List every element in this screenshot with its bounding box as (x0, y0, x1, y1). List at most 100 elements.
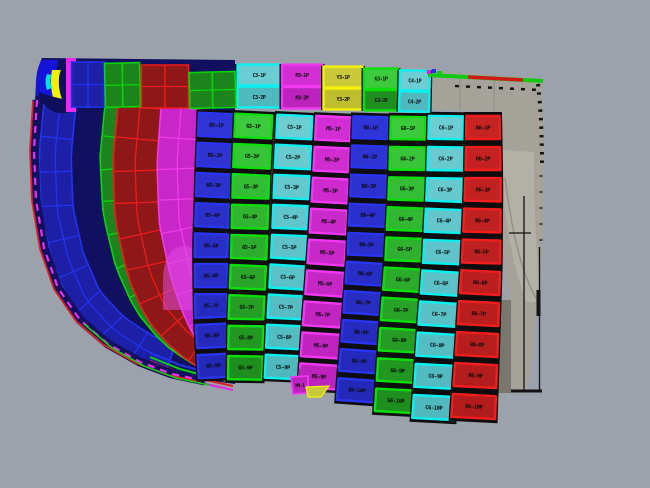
deck-edge-strips (427, 69, 544, 255)
plate-label: C4-2P (408, 99, 422, 105)
plate-label: C6-10P (425, 405, 444, 412)
plate[interactable] (463, 176, 502, 203)
wire-seam-line (54, 103, 171, 361)
plate-strake-MS1: B5-1P B5-2P B5-3P B5-4P B5-5P B5-6P B5-7P B5-8P… (192, 109, 238, 382)
plate-label: M9-1 (295, 383, 305, 389)
plate[interactable] (230, 203, 270, 231)
plate-label: B6-5P (359, 242, 375, 249)
wire-seam-line (134, 106, 230, 359)
plate-label: C5-6P (280, 274, 296, 281)
plate-label: R6-10P (465, 404, 484, 411)
plate-label: B5-2P (208, 153, 224, 160)
strip-dot-magenta (427, 70, 431, 74)
plate[interactable] (233, 112, 274, 140)
plate[interactable] (226, 354, 264, 381)
plate[interactable] (227, 293, 266, 321)
plate[interactable] (426, 145, 465, 172)
plate[interactable] (452, 361, 499, 390)
plate-label: B5-1P (209, 123, 225, 130)
plate-label: B6-2P (362, 154, 378, 160)
plate[interactable] (193, 201, 232, 229)
plate-label: C6-4P (436, 218, 452, 225)
plate[interactable] (273, 143, 313, 171)
plate-label: G3-1P (374, 77, 387, 83)
plate-label: B5-8P (205, 333, 221, 340)
plate-label: M5-6P (317, 281, 333, 288)
plate-label: G5-3P (243, 184, 259, 190)
plate-label: B6-10P (348, 388, 367, 395)
plate-label: B5-9P (206, 363, 222, 370)
plate-label: M5-5P (320, 250, 336, 257)
plate-label: C5-1P (287, 124, 303, 131)
plate[interactable] (460, 238, 502, 265)
strip-dot-blue (432, 69, 436, 73)
plate-label: R6-1P (476, 125, 491, 131)
slab-arc-edge (504, 177, 539, 303)
bottom-extras: M9-1 (290, 368, 331, 398)
plate-strake-TS3: Y3-1P Y3-2P (321, 65, 365, 111)
plate-label: G5-9P (238, 366, 253, 372)
plate-label: M5-7P (315, 312, 331, 319)
plate-label: Y3-1P (336, 75, 349, 81)
plate-label: M5-8P (313, 343, 329, 350)
plate[interactable] (427, 114, 465, 141)
plate-label: C5-9P (275, 364, 291, 371)
plate-label: C6-5P (435, 250, 451, 257)
plate-label: G6-10P (387, 398, 406, 405)
plate-label: G6-6P (396, 277, 412, 284)
plate-label: C3-2P (252, 95, 265, 101)
plate-label: C4-1P (408, 78, 422, 84)
plate-label: C5-8P (277, 334, 293, 341)
plate-label: R6-9P (468, 373, 484, 380)
plate-strake-TS5: C4-1P C4-2P (396, 68, 433, 114)
plate[interactable] (454, 330, 500, 359)
plate[interactable] (227, 324, 265, 351)
plate-label: B6-8P (354, 329, 370, 336)
plate[interactable] (462, 207, 502, 234)
plate-label: B5-5P (204, 243, 220, 250)
plate-label: M5-3P (323, 188, 339, 195)
plate-label: C6-8P (430, 343, 446, 350)
plate-label: G6-1P (401, 126, 416, 132)
plate-label: G6-2P (400, 156, 415, 162)
plate[interactable] (229, 233, 269, 261)
plate[interactable] (272, 173, 311, 201)
plate[interactable] (275, 113, 314, 141)
plate[interactable] (193, 232, 230, 259)
plate[interactable] (271, 203, 310, 231)
plate[interactable] (464, 145, 502, 172)
plate-label: B6-4P (360, 213, 376, 220)
plate-label: G6-7P (394, 307, 410, 314)
plate-strake-MS8: R6-1P R6-2P R6-3P R6-4P R6-5P R6-6P R6-7P R6-8P… (448, 112, 504, 424)
plate-label: C6-3P (438, 187, 454, 194)
edge-seam-green (83, 323, 210, 386)
plate[interactable] (456, 299, 501, 328)
plate[interactable] (389, 115, 427, 141)
plate-label: C5-7P (278, 304, 294, 311)
plate-label: B5-4P (205, 213, 221, 220)
plate[interactable] (193, 262, 229, 289)
plate[interactable] (231, 142, 272, 170)
slab-highlight (500, 150, 541, 302)
edge-seam-magenta (32, 99, 206, 383)
plate[interactable] (458, 269, 502, 297)
plate-label: R6-6P (473, 280, 489, 287)
plate-label: B6-9P (352, 359, 368, 366)
plate[interactable] (397, 89, 431, 114)
plate[interactable] (228, 263, 268, 291)
plate-label: C3-1P (252, 73, 265, 79)
plate[interactable] (450, 392, 498, 421)
stem-navy-blob (38, 92, 67, 113)
plate-label: G6-8P (392, 338, 408, 345)
plate[interactable] (231, 172, 271, 200)
strip-tick-marks (454, 84, 541, 92)
yellow-wedge (305, 385, 331, 398)
plate-label: Y3-2P (336, 97, 349, 103)
plate[interactable] (464, 114, 502, 141)
plate-label: G5-6P (241, 275, 257, 282)
plate-label: R6-3P (476, 187, 492, 193)
plate[interactable] (388, 145, 427, 172)
